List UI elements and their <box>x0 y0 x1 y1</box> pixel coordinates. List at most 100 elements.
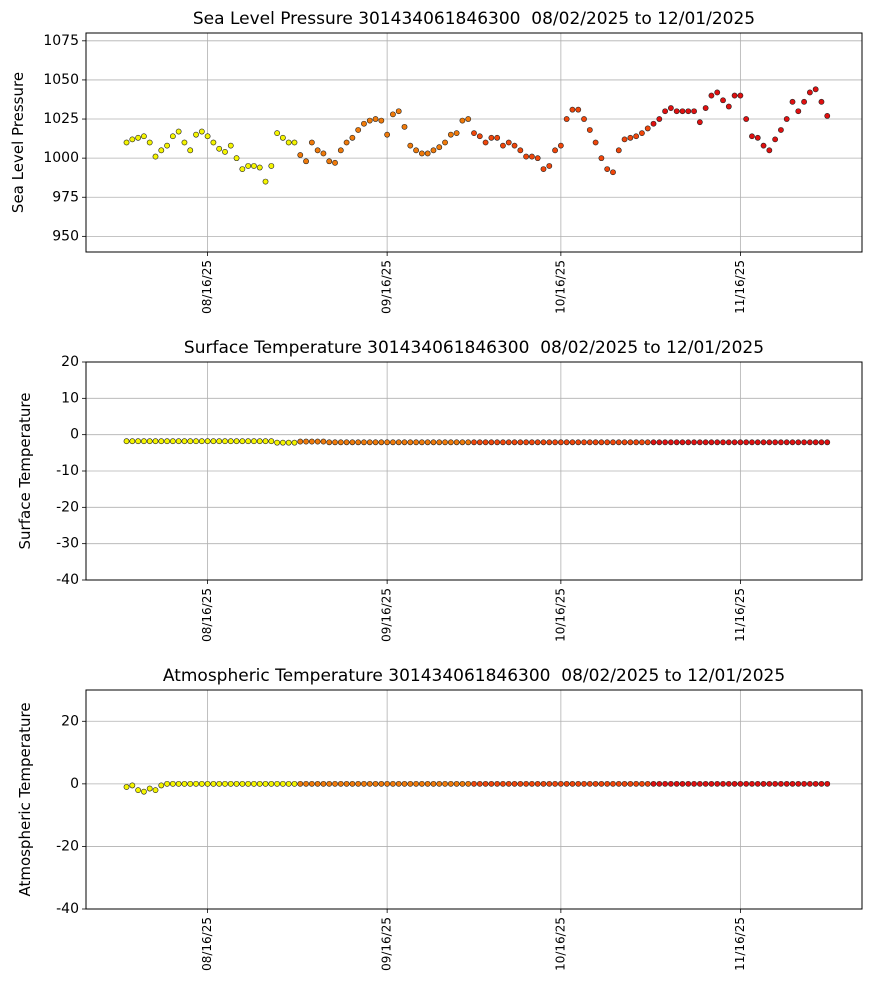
data-point <box>233 155 240 162</box>
data-point <box>824 113 831 119</box>
y-axis-label: Atmospheric Temperature <box>16 702 34 896</box>
data-point <box>175 780 182 787</box>
y-axis-label: Surface Temperature <box>16 393 34 550</box>
data-point <box>436 439 443 446</box>
data-point <box>754 780 761 787</box>
data-point <box>465 116 472 122</box>
data-point <box>685 108 692 115</box>
data-point <box>279 780 286 787</box>
data-point <box>349 134 356 141</box>
data-point <box>500 780 506 787</box>
data-point <box>615 780 622 787</box>
data-point <box>743 439 750 446</box>
data-point <box>285 139 292 146</box>
data-point <box>546 780 553 787</box>
data-point <box>239 438 246 445</box>
data-point <box>488 439 495 446</box>
data-point <box>401 780 408 787</box>
data-point <box>123 438 130 445</box>
data-point <box>598 439 605 446</box>
data-point <box>256 438 263 445</box>
data-point <box>801 439 807 446</box>
data-point <box>644 125 651 132</box>
data-point <box>540 439 547 446</box>
data-point <box>181 139 188 146</box>
data-point <box>743 780 750 787</box>
data-point <box>778 780 784 787</box>
data-point <box>725 103 732 110</box>
data-point <box>731 780 738 787</box>
data-point <box>459 439 466 446</box>
data-point <box>806 89 813 96</box>
data-point <box>181 438 188 445</box>
data-point <box>239 780 246 787</box>
data-point <box>754 439 761 446</box>
data-point <box>436 780 443 787</box>
data-point <box>337 147 344 154</box>
data-point <box>592 780 599 787</box>
data-point <box>222 780 228 787</box>
data-point <box>505 780 512 787</box>
data-point <box>372 780 379 787</box>
x-tick-label: 09/16/25 <box>380 588 394 642</box>
data-point <box>789 439 796 446</box>
data-point <box>639 439 645 446</box>
data-point <box>714 780 721 787</box>
data-point <box>720 97 726 104</box>
data-point <box>610 169 616 176</box>
data-point <box>552 439 558 446</box>
data-point <box>540 780 547 787</box>
data-point <box>361 120 367 127</box>
data-point <box>152 153 159 160</box>
data-point <box>355 780 362 787</box>
data-point <box>187 147 194 154</box>
data-point <box>743 116 750 122</box>
data-point <box>725 780 732 787</box>
data-point <box>141 438 147 445</box>
data-point <box>187 780 194 787</box>
data-point <box>418 150 425 157</box>
x-tick-label: 11/16/25 <box>733 917 747 971</box>
data-point <box>650 120 657 127</box>
data-point <box>401 439 408 446</box>
data-point <box>731 92 738 99</box>
data-point <box>164 438 170 445</box>
data-point <box>569 439 576 446</box>
y-tick-label: 20 <box>61 713 79 729</box>
data-point <box>557 439 564 446</box>
data-point <box>627 134 634 141</box>
data-point <box>801 98 807 105</box>
data-point <box>251 780 257 787</box>
data-point <box>557 780 564 787</box>
data-point <box>407 780 414 787</box>
data-point <box>598 155 605 162</box>
data-point <box>656 439 663 446</box>
data-point <box>471 780 477 787</box>
data-point <box>639 130 645 137</box>
data-point <box>633 133 640 140</box>
data-point <box>233 438 240 445</box>
data-point <box>529 439 535 446</box>
data-point <box>523 780 530 787</box>
data-point <box>795 780 802 787</box>
y-tick-label: 10 <box>61 390 79 406</box>
data-point <box>129 136 136 143</box>
data-point <box>702 780 709 787</box>
data-point <box>517 147 524 154</box>
data-point <box>563 439 570 446</box>
x-tick-label: 10/16/25 <box>553 588 567 642</box>
data-point <box>615 439 622 446</box>
data-point <box>169 780 176 787</box>
data-point <box>615 147 622 154</box>
data-point <box>274 780 281 787</box>
data-point <box>691 108 697 115</box>
data-point <box>198 780 205 787</box>
data-point <box>366 439 373 446</box>
data-point <box>818 98 825 105</box>
data-point <box>251 163 257 169</box>
plot-frame <box>85 689 863 910</box>
data-point <box>552 147 558 154</box>
data-point <box>135 787 142 794</box>
data-point <box>262 780 269 787</box>
data-point <box>146 139 153 146</box>
